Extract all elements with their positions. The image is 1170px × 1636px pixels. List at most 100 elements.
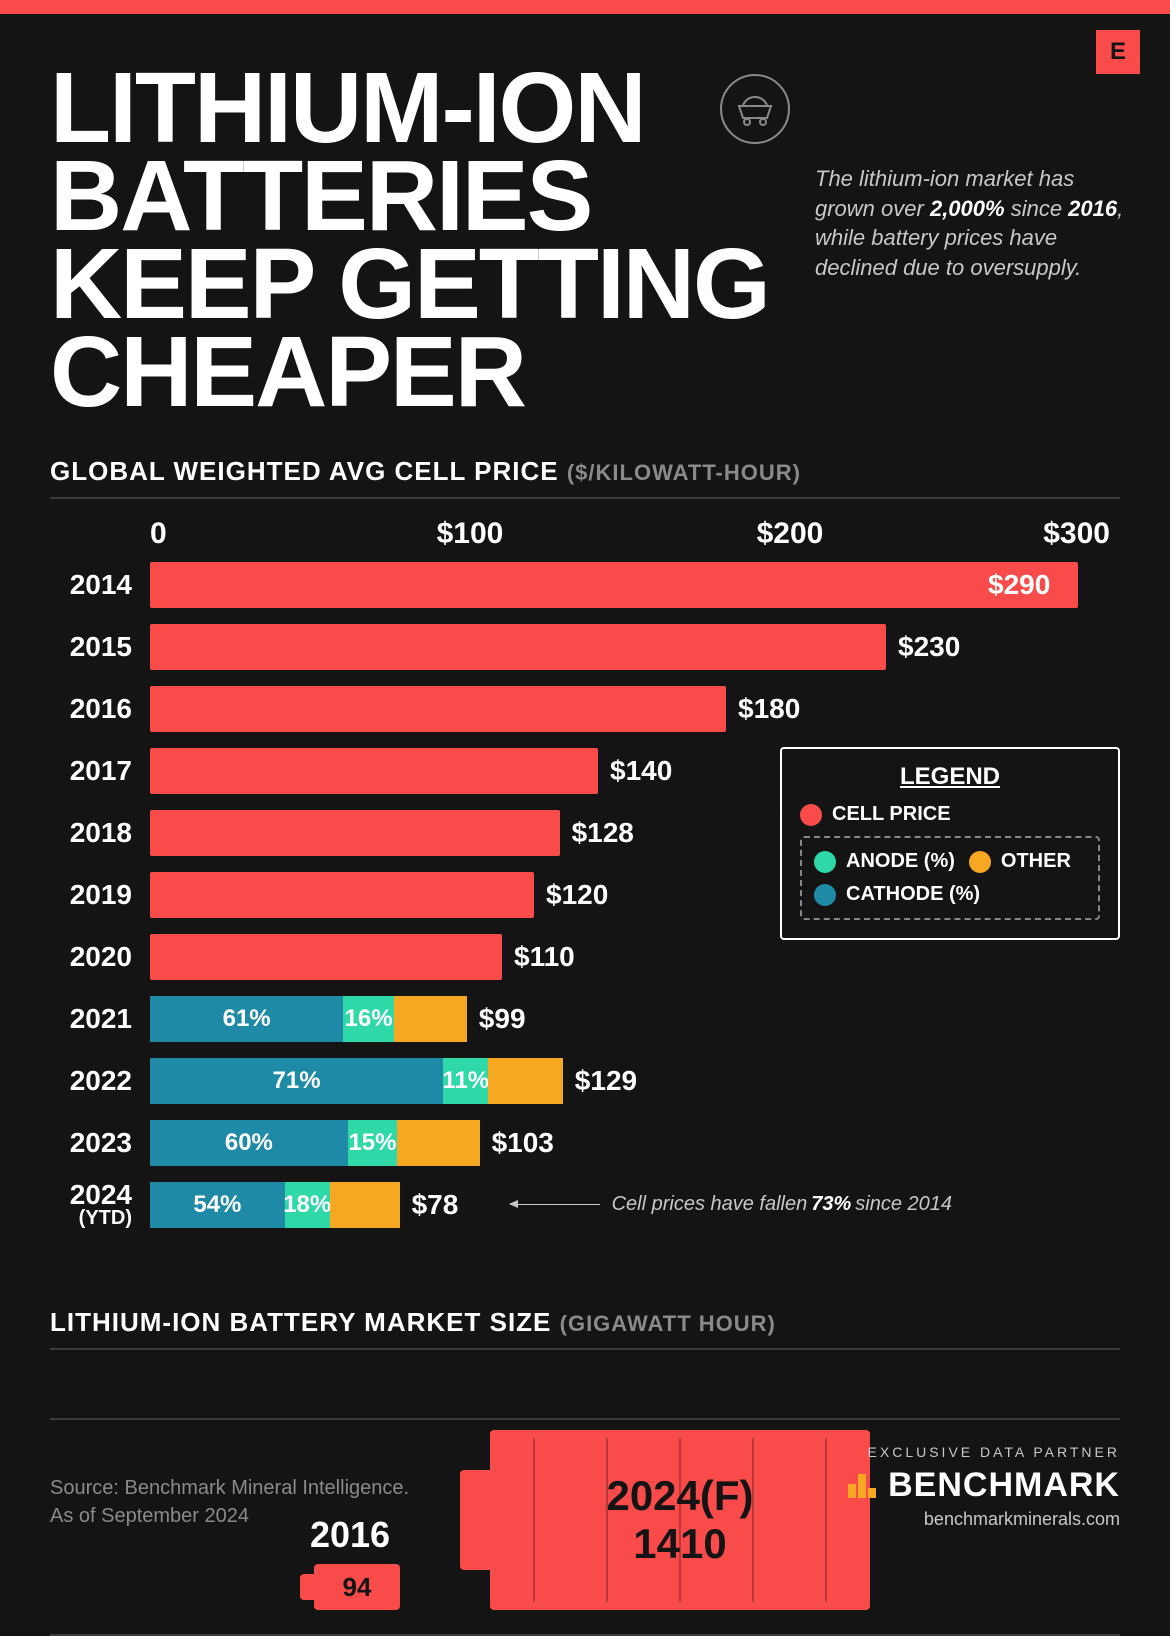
chart-title-text: GLOBAL WEIGHTED AVG CELL PRICE: [50, 456, 559, 486]
exclusive-label: EXCLUSIVE DATA PARTNER: [842, 1444, 1120, 1460]
title-line-1: LITHIUM-ION BATTERIES: [50, 52, 645, 252]
bar: 61% 16%: [150, 996, 467, 1042]
annotation-pre: Cell prices have fallen: [612, 1193, 808, 1216]
legend-anode-label: ANODE (%): [846, 850, 955, 873]
year-label: 2022: [50, 1068, 150, 1095]
segment-pct: 71%: [273, 1067, 321, 1095]
bar: [150, 624, 886, 670]
price-chart-section: GLOBAL WEIGHTED AVG CELL PRICE ($/KILOWA…: [0, 456, 1170, 1267]
battery-small-icon: 94: [300, 1564, 400, 1610]
battery-tip: [300, 1574, 314, 1600]
year-label: 2016: [50, 696, 150, 723]
legend-subbox: ANODE (%) OTHER CATHODE (%): [800, 836, 1100, 920]
legend-cathode: CATHODE (%): [814, 883, 1086, 906]
market-rule: [50, 1348, 1120, 1350]
subtitle-b2: 2016: [1068, 196, 1117, 221]
mining-cart-icon: [720, 74, 790, 144]
arrow-icon: [510, 1204, 600, 1205]
chart-unit: ($/KILOWATT-HOUR): [567, 460, 801, 485]
annotation-post: since 2014: [855, 1193, 952, 1216]
bar: 54% 18%: [150, 1182, 400, 1228]
bar-value: $140: [598, 748, 672, 794]
year-label: 2018: [50, 820, 150, 847]
data-partner: EXCLUSIVE DATA PARTNER BENCHMARK benchma…: [842, 1444, 1120, 1530]
year-label: 2024(YTD): [50, 1182, 150, 1228]
benchmark-logo-icon: [842, 1468, 878, 1504]
market-title: LITHIUM-ION BATTERY MARKET SIZE (GIGAWAT…: [50, 1307, 1120, 1338]
source-line-2: As of September 2024: [50, 1502, 409, 1530]
bar-segment-other: [394, 996, 467, 1042]
year-label: 2021: [50, 1006, 150, 1033]
x-axis: 0 $100 $200 $300: [150, 517, 1120, 557]
legend-other: OTHER: [969, 850, 1071, 873]
year-label: 2019: [50, 882, 150, 909]
subtitle-mid: since: [1005, 196, 1069, 221]
segment-pct: 11%: [442, 1067, 489, 1095]
bar: 71% 11%: [150, 1058, 563, 1104]
legend-title: LEGEND: [800, 763, 1100, 791]
top-accent-bar: [0, 0, 1170, 14]
bar-value: $129: [563, 1058, 637, 1104]
bar-segment-cathode: 71%: [150, 1058, 443, 1104]
segment-pct: 16%: [345, 1005, 393, 1033]
bar-segment-other: [397, 1120, 479, 1166]
bar-cell: $290: [150, 562, 1120, 608]
bar-segment-other: [330, 1182, 400, 1228]
bar: [150, 748, 598, 794]
bar-value: $290: [988, 562, 1108, 608]
bar-segment-anode: 11%: [443, 1058, 488, 1104]
legend-cathode-label: CATHODE (%): [846, 883, 980, 906]
battery-2016-value: 94: [343, 1572, 372, 1603]
price-drop-annotation: Cell prices have fallen 73% since 2014: [510, 1193, 952, 1216]
brand-name: BENCHMARK: [888, 1466, 1120, 1505]
header: LITHIUM-ION BATTERIES KEEP GETTING CHEAP…: [0, 14, 1170, 416]
subtitle-b1: 2,000%: [930, 196, 1005, 221]
title-line-2: KEEP GETTING CHEAPER: [50, 228, 769, 428]
x-tick: $200: [757, 517, 824, 551]
bar-value: $78: [400, 1182, 459, 1228]
bar-value: $128: [560, 810, 634, 856]
bar-row: 2016 $180: [50, 681, 1120, 737]
bar-value: $110: [502, 934, 575, 980]
segment-pct: 15%: [348, 1129, 396, 1157]
bar-row: 2022 71% 11% $129: [50, 1053, 1120, 1109]
bar-segment-anode: 18%: [285, 1182, 330, 1228]
footer: Source: Benchmark Mineral Intelligence. …: [50, 1418, 1120, 1530]
bar-row: 2021 61% 16% $99: [50, 991, 1120, 1047]
segment-pct: 61%: [223, 1005, 271, 1033]
x-tick: $100: [437, 517, 504, 551]
bar-value: $103: [480, 1120, 554, 1166]
segment-pct: 54%: [193, 1191, 241, 1219]
legend-cell-price-label: CELL PRICE: [832, 803, 951, 826]
market-unit: (GIGAWATT HOUR): [560, 1311, 776, 1336]
brand-row: BENCHMARK: [842, 1466, 1120, 1505]
bar-value: $99: [467, 996, 526, 1042]
swatch-other: [969, 851, 991, 873]
bar-row: 2015$230: [50, 619, 1120, 675]
chart-title: GLOBAL WEIGHTED AVG CELL PRICE ($/KILOWA…: [50, 456, 1120, 487]
bar-row: 2014$290: [50, 557, 1120, 613]
bar: [150, 686, 726, 732]
swatch-anode: [814, 851, 836, 873]
x-tick: 0: [150, 517, 167, 551]
year-label: 2023: [50, 1130, 150, 1157]
bar-value: $180: [726, 686, 800, 732]
bar-chart: 0$100$200$300 2014$2902015$2302016$18020…: [50, 517, 1120, 1267]
segment-pct: 18%: [283, 1191, 331, 1219]
bar-cell: $110: [150, 934, 1120, 980]
swatch-cell-price: [800, 804, 822, 826]
x-tick: $300: [1043, 517, 1110, 551]
legend-other-label: OTHER: [1001, 850, 1071, 873]
bar-value: $120: [534, 872, 608, 918]
bar-cell: 60%15%$103: [150, 1120, 1120, 1166]
market-title-text: LITHIUM-ION BATTERY MARKET SIZE: [50, 1307, 551, 1337]
bar: [150, 872, 534, 918]
year-label: 2017: [50, 758, 150, 785]
bar-row: 202360%15%$103: [50, 1115, 1120, 1171]
bar-segment-other: [488, 1058, 562, 1104]
brand-url: benchmarkminerals.com: [842, 1509, 1120, 1530]
source-text: Source: Benchmark Mineral Intelligence. …: [50, 1474, 409, 1530]
annotation-bold: 73%: [807, 1193, 855, 1216]
bar-segment-anode: 15%: [348, 1120, 397, 1166]
bar-cell: $230: [150, 624, 1120, 670]
